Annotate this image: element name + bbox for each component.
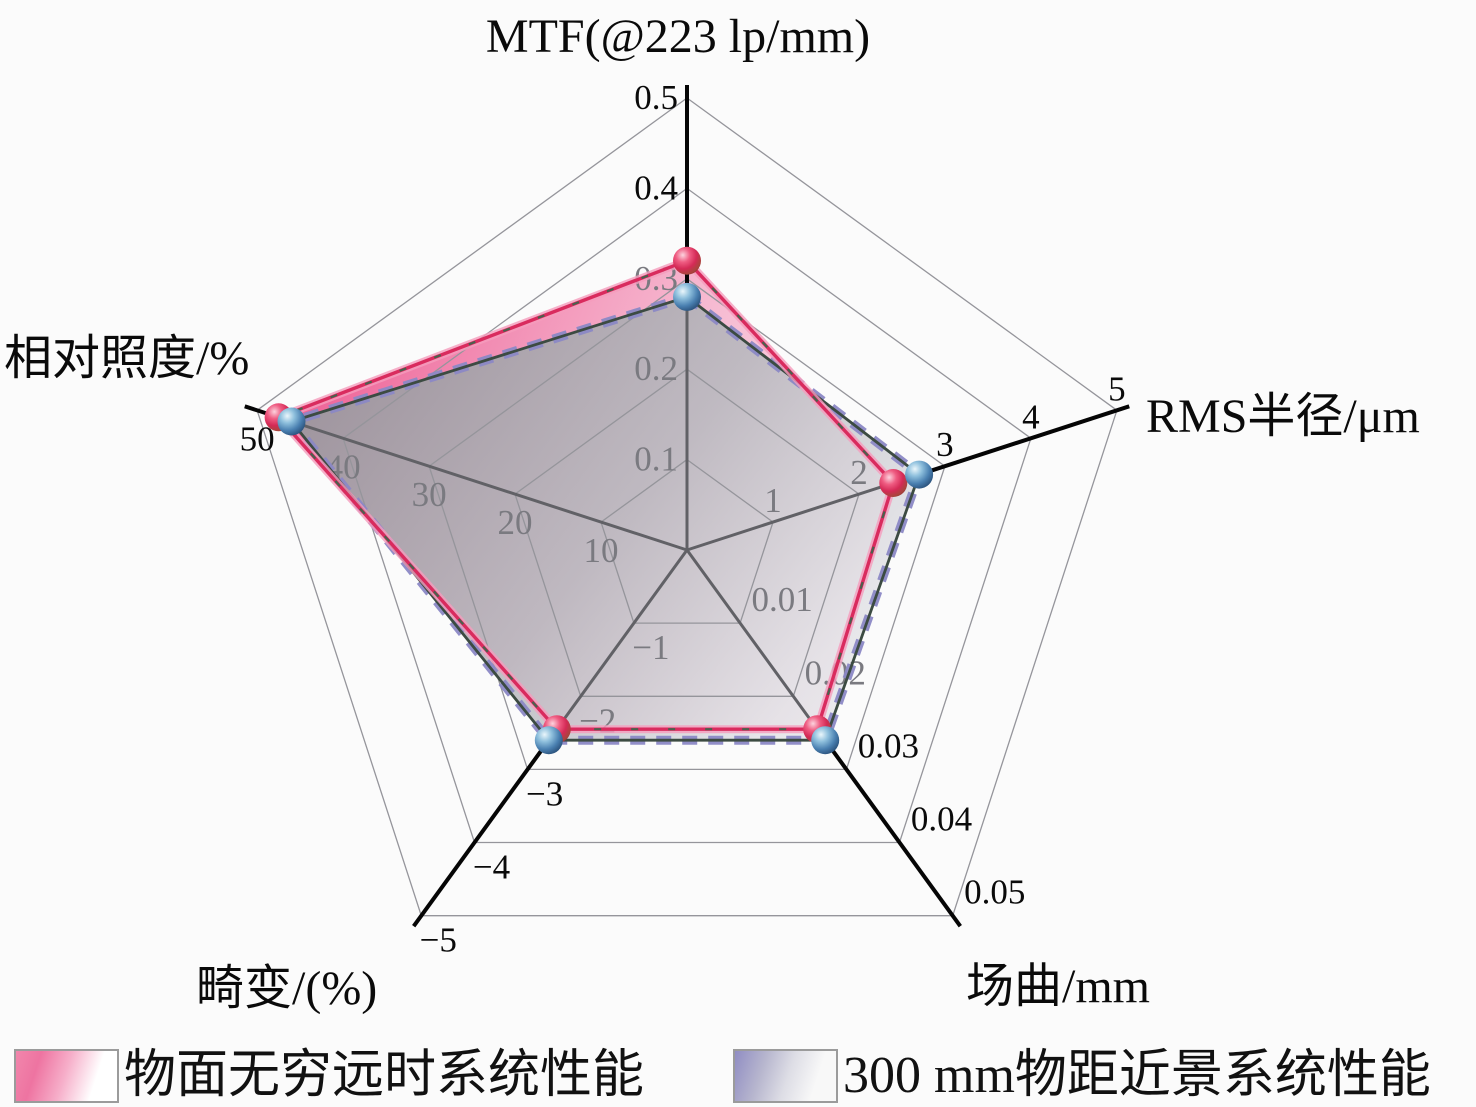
legend: 物面无穷远时系统性能 300 mm物距近景系统性能 <box>0 1042 1476 1107</box>
tick-label: 30 <box>412 475 447 514</box>
tick-label: −4 <box>473 848 510 887</box>
tick-label: 20 <box>498 503 533 542</box>
tick-label: 0.5 <box>634 78 678 117</box>
legend-label-300mm: 300 mm物距近景系统性能 <box>843 1047 1431 1104</box>
marker-infinity <box>673 246 701 275</box>
tick-label: 0.2 <box>634 349 678 388</box>
axis-spoke <box>412 738 551 928</box>
tick-label: 0.01 <box>751 580 812 619</box>
tick-label: −1 <box>632 628 669 667</box>
axis-title: 相对照度/% <box>4 332 249 385</box>
axis-spoke-inner <box>685 549 827 742</box>
marker-300mm <box>905 460 934 489</box>
tick-label: −5 <box>420 921 457 960</box>
axis-spoke-inner <box>291 420 688 552</box>
tick-label: 3 <box>936 425 954 464</box>
legend-label-infinity: 物面无穷远时系统性能 <box>124 1047 645 1104</box>
grid-ring <box>342 187 1032 844</box>
tick-label: 1 <box>764 481 782 520</box>
tick-label: 0.4 <box>634 168 678 207</box>
tick-label: 0.04 <box>911 800 972 839</box>
tick-label: 2 <box>850 453 868 492</box>
legend-item-infinity: 物面无穷远时系统性能 <box>14 1048 644 1104</box>
axis-title: MTF(@223 lp/mm) <box>486 10 870 63</box>
axis-title: RMS半径/μm <box>1146 390 1420 443</box>
tick-label: 5 <box>1108 369 1126 408</box>
grid-ring <box>256 97 1118 917</box>
grid-ring <box>428 277 946 771</box>
series-outline-infinity <box>275 258 896 731</box>
axis-spoke <box>918 404 1130 477</box>
marker-300mm <box>811 726 840 755</box>
radar-chart-svg: 0.10.20.30.40.5123450.010.020.030.040.05… <box>4 10 1420 1015</box>
legend-swatch-infinity <box>14 1049 119 1103</box>
legend-swatch-300mm <box>733 1049 838 1103</box>
axis-title: 畸变/(%) <box>196 962 377 1015</box>
tick-label: 0.05 <box>964 873 1025 912</box>
axis-title: 场曲/mm <box>966 960 1150 1013</box>
tick-label: −3 <box>526 774 563 813</box>
series-outline-300mm <box>289 295 921 742</box>
tick-label: 0.03 <box>858 726 919 765</box>
tick-label: −2 <box>579 701 616 740</box>
marker-300mm <box>277 407 306 436</box>
axis-spoke <box>823 738 962 928</box>
axis-spoke-inner <box>547 549 689 742</box>
tick-label: 10 <box>584 531 619 570</box>
tick-label: 0.1 <box>634 440 678 479</box>
grid-ring <box>600 458 774 624</box>
grid-ring <box>514 368 860 697</box>
legend-item-300mm: 300 mm物距近景系统性能 <box>733 1048 1431 1104</box>
marker-300mm <box>673 282 701 311</box>
marker-infinity <box>879 469 908 497</box>
tick-label: 4 <box>1022 397 1040 436</box>
marker-300mm <box>534 726 563 755</box>
